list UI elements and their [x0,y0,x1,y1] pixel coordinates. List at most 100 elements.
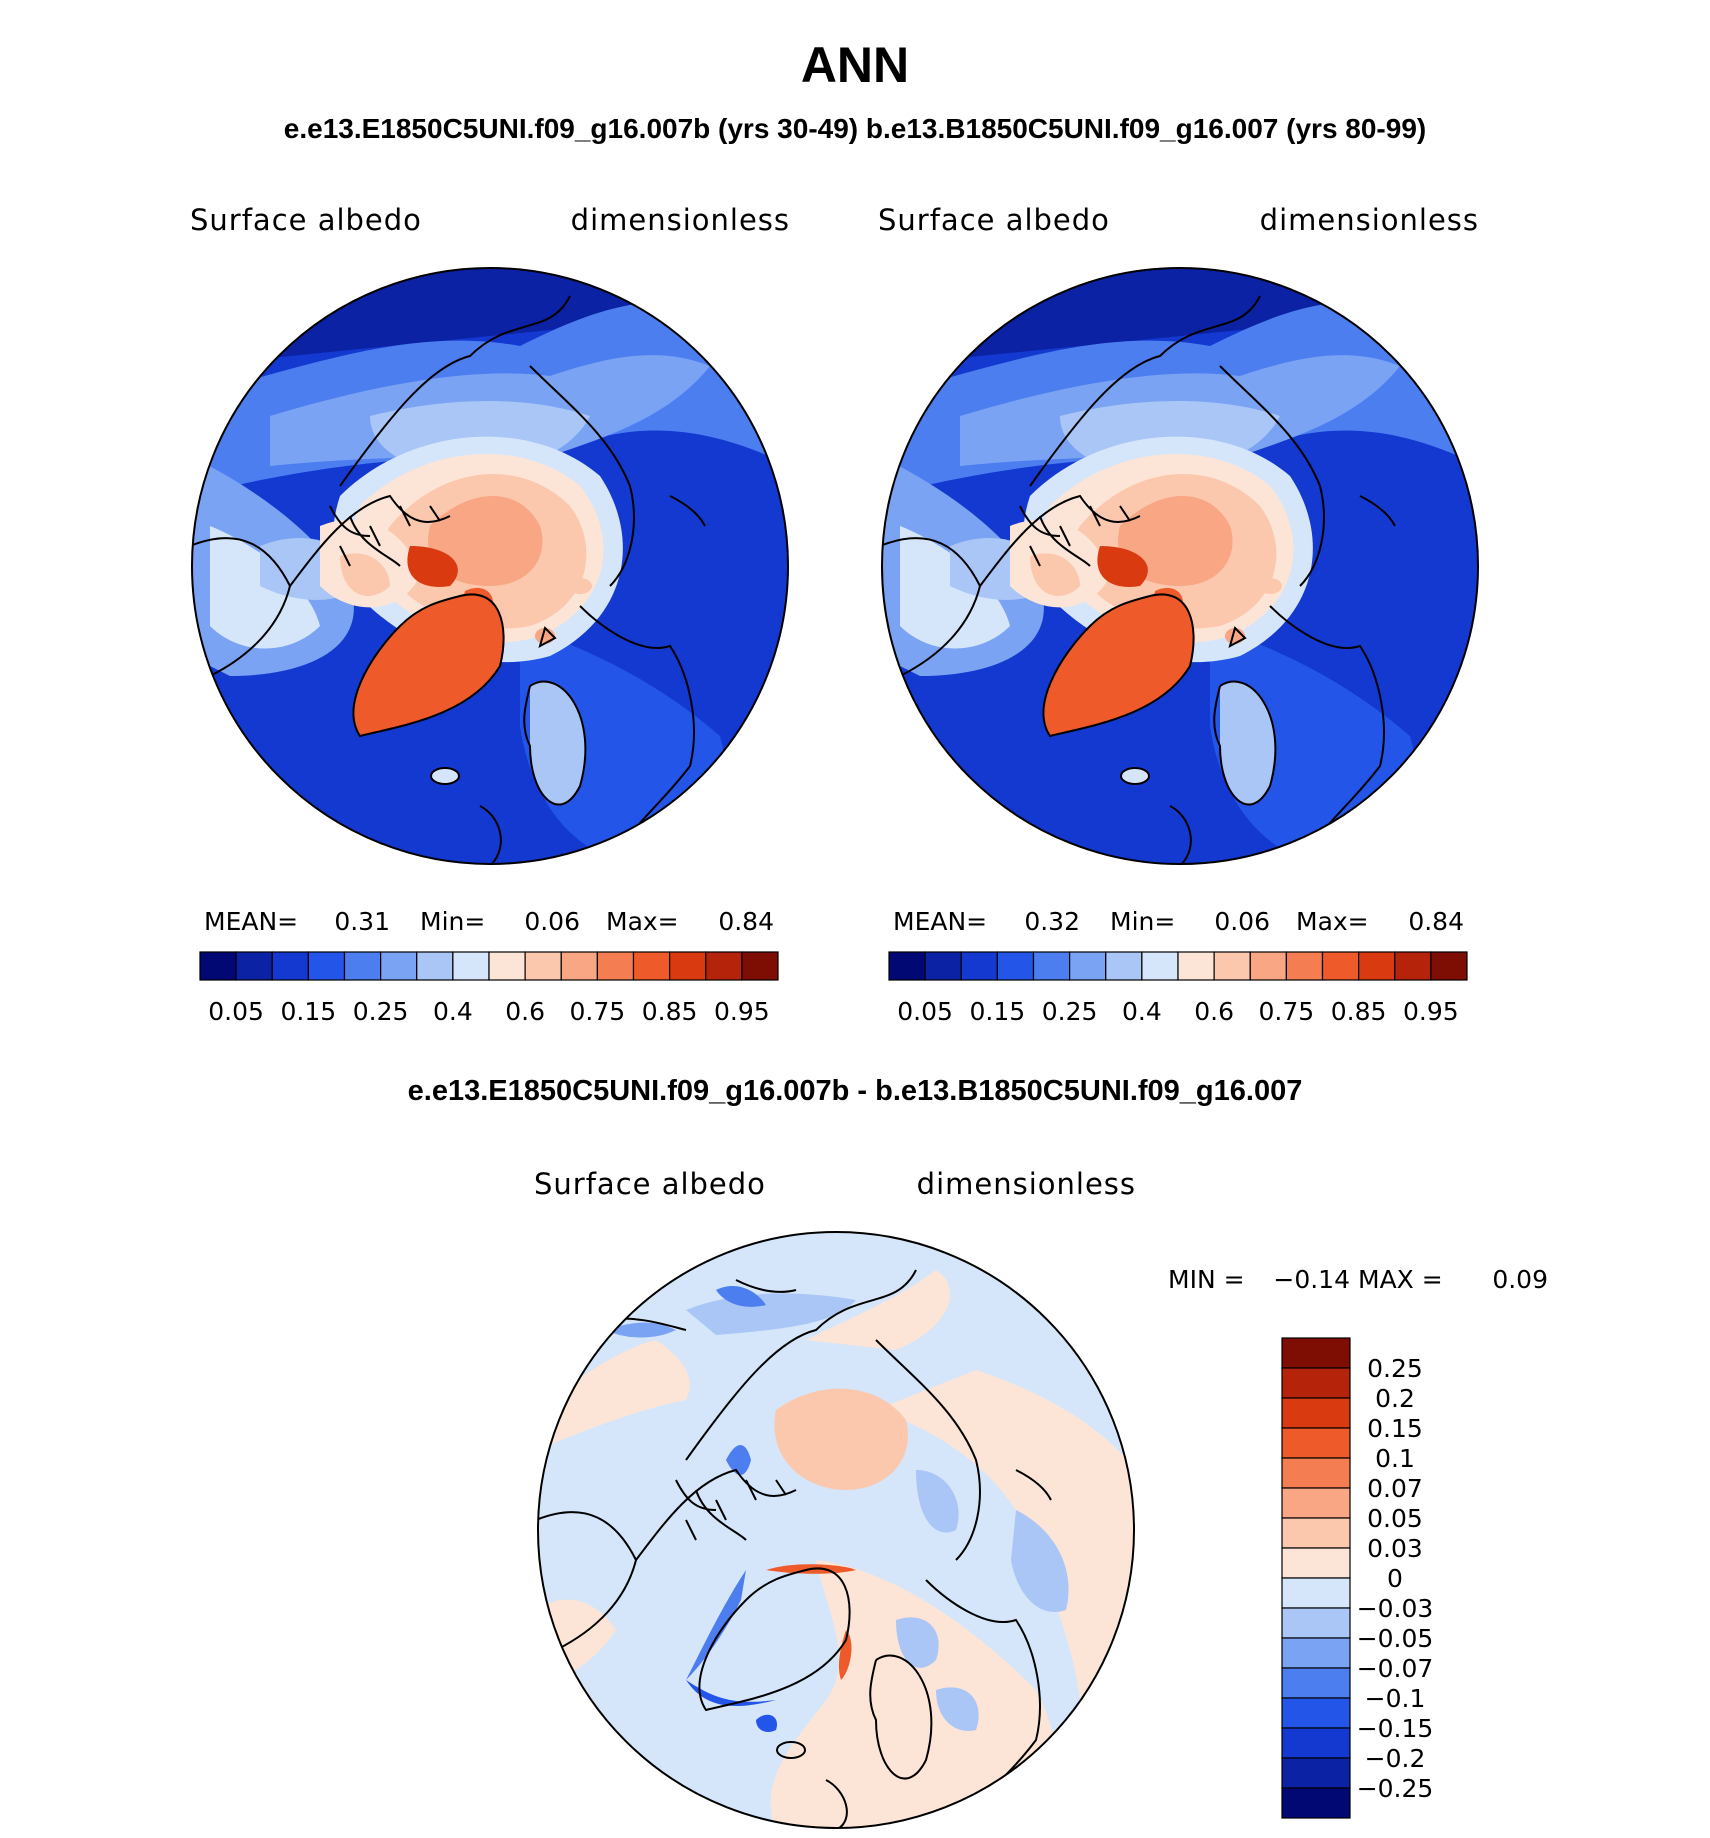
panel-control-colorbar-box [1430,951,1468,981]
panel-control-colorbar-box [1321,951,1360,981]
panel-control-colorbar-box [1069,951,1107,981]
panel-control-colorbar-box [1141,951,1179,981]
panel-control-colorbar-tick-label: 0.15 [970,997,1026,1026]
panel-test-colorbar-box [596,951,635,981]
panel-difference-colorbar: 0.250.20.150.10.070.050.030−0.03−0.05−0.… [1281,1337,1434,1819]
panel-difference: e.e13.E1850C5UNI.f09_g16.007b - b.e13.B1… [408,1075,1548,1829]
panel-control-mean-value: 0.32 [1024,907,1080,936]
panel-difference-colorbar-tick-label: 0.1 [1375,1444,1415,1473]
panel-test-max-value: 0.84 [718,907,774,936]
panel-difference-units-label: dimensionless [917,1167,1136,1201]
panel-test-colorbar-box [560,951,598,981]
panel-test-colorbar-box [271,951,309,981]
panel-control-colorbar-box [1285,951,1324,981]
panel-difference-variable-label: Surface albedo [534,1167,766,1201]
panel-difference-colorbar-box [1281,1637,1351,1669]
panel-test-colorbar-box [380,951,418,981]
panel-difference-colorbar-tick-label: 0.03 [1367,1534,1423,1563]
panel-difference-colorbar-box [1281,1337,1351,1369]
panel-difference-colorbar-tick-label: −0.05 [1357,1624,1434,1653]
panel-difference-colorbar-tick-label: −0.25 [1357,1774,1434,1803]
panel-test-map-boundary [191,267,789,865]
panel-difference-colorbar-box [1281,1547,1351,1579]
panel-difference-colorbar-box [1281,1757,1351,1789]
panel-difference-colorbar-tick-label: 0.05 [1367,1504,1423,1533]
panel-test-colorbar-tick-label: 0.4 [433,997,473,1026]
panel-difference-colorbar-tick-label: 0 [1387,1564,1403,1593]
panel-test-colorbar-box [199,951,237,981]
panel-control-mean-label: MEAN= [893,907,987,936]
panel-difference-colorbar-box [1281,1397,1351,1429]
panel-test-colorbar-box [235,951,273,981]
panel-difference-colorbar-box [1281,1517,1351,1549]
panel-difference-colorbar-tick-label: −0.03 [1357,1594,1434,1623]
panel-test: Surface albedo dimensionless MEAN= 0.31 … [190,203,790,1026]
panel-difference-colorbar-tick-label: 0.07 [1367,1474,1423,1503]
panel-control-min-label: Min= [1110,907,1175,936]
panel-test-min-value: 0.06 [524,907,580,936]
panel-test-colorbar-box [705,951,743,981]
panel-test-units-label: dimensionless [571,203,790,237]
panel-control-map [881,267,1479,865]
panel-control-max-label: Max= [1296,907,1369,936]
panel-difference-map [537,1231,1135,1829]
panel-difference-max-label: MAX = [1358,1265,1443,1294]
panel-difference-colorbar-tick-label: −0.1 [1365,1684,1426,1713]
panel-difference-colorbar-box [1281,1577,1351,1609]
panel-difference-min-label: MIN = [1168,1265,1245,1294]
panel-test-colorbar-box [307,951,346,981]
panel-difference-colorbar-box [1281,1457,1351,1489]
panel-difference-colorbar-box [1281,1487,1351,1519]
panel-control-colorbar-tick-label: 0.95 [1403,997,1459,1026]
panel-test-colorbar-tick-label: 0.95 [714,997,770,1026]
panel-test-colorbar-box [488,951,526,981]
panel-difference-colorbar-box [1281,1727,1351,1759]
panel-difference-colorbar-box [1281,1367,1351,1399]
panel-test-colorbar-box [741,951,779,981]
panel-control: Surface albedo dimensionless MEAN= 0.32 … [878,203,1479,1026]
panel-control-min-value: 0.06 [1214,907,1270,936]
panel-control-colorbar-tick-label: 0.05 [897,997,953,1026]
panel-test-colorbar-box [669,951,707,981]
panel-control-colorbar-box [1358,951,1396,981]
panel-control-colorbar-tick-label: 0.4 [1122,997,1162,1026]
panel-test-colorbar-tick-label: 0.6 [505,997,545,1026]
panel-control-colorbar-box [1249,951,1287,981]
panel-control-colorbar-box [1394,951,1432,981]
panel-difference-title: e.e13.E1850C5UNI.f09_g16.007b - b.e13.B1… [408,1075,1303,1107]
panel-test-min-label: Min= [420,907,485,936]
panel-control-colorbar: 0.05 0.15 0.25 0.4 0.6 0.75 0.85 0.95 [888,951,1468,1026]
panel-test-colorbar-box [416,951,454,981]
panel-control-colorbar-box [1105,951,1143,981]
panel-difference-colorbar-tick-label: 0.25 [1367,1354,1423,1383]
panel-control-colorbar-box [960,951,998,981]
panel-control-max-value: 0.84 [1408,907,1464,936]
figure-subtitle: e.e13.E1850C5UNI.f09_g16.007b (yrs 30-49… [284,113,1426,144]
panel-difference-max-value: 0.09 [1492,1265,1548,1294]
panel-control-colorbar-tick-label: 0.85 [1331,997,1387,1026]
panel-test-colorbar-box [452,951,490,981]
panel-control-colorbar-box [1213,951,1251,981]
panel-difference-colorbar-tick-label: −0.2 [1365,1744,1426,1773]
panel-test-variable-label: Surface albedo [190,203,422,237]
panel-difference-colorbar-box [1281,1787,1351,1819]
panel-difference-min-value: −0.14 [1273,1265,1350,1294]
panel-test-colorbar-tick-label: 0.05 [208,997,264,1026]
panel-control-colorbar-tick-label: 0.75 [1259,997,1315,1026]
panel-test-mean-label: MEAN= [204,907,298,936]
panel-test-map [191,267,789,865]
panel-control-colorbar-tick-label: 0.25 [1042,997,1098,1026]
panel-difference-colorbar-box [1281,1427,1351,1459]
panel-control-colorbar-box [888,951,926,981]
panel-test-colorbar-tick-label: 0.25 [353,997,409,1026]
panel-control-colorbar-tick-label: 0.6 [1194,997,1234,1026]
panel-control-colorbar-box [924,951,962,981]
panel-control-colorbar-box [996,951,1035,981]
panel-difference-colorbar-tick-label: −0.07 [1357,1654,1434,1683]
panel-test-mean-value: 0.31 [334,907,390,936]
panel-test-colorbar-box [632,951,671,981]
figure-title: ANN [801,37,909,93]
panel-control-colorbar-box [1032,951,1071,981]
panel-test-colorbar-tick-label: 0.75 [570,997,626,1026]
